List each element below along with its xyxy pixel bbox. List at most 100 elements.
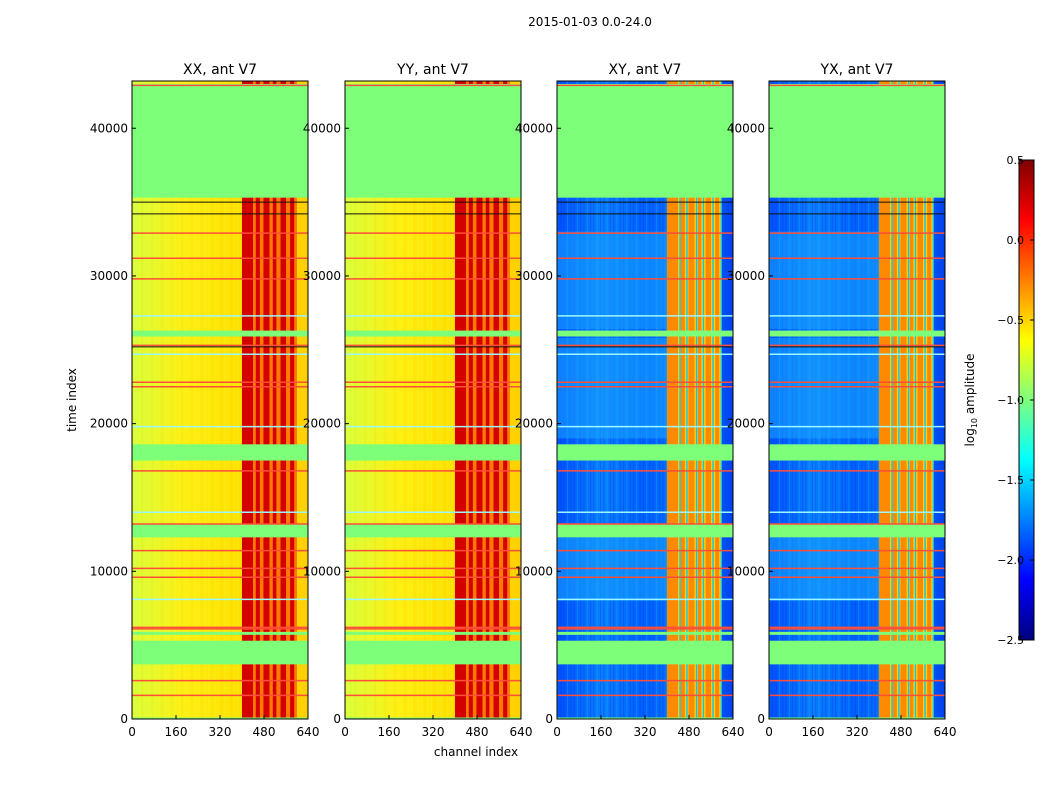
x-axis-label: channel index	[434, 745, 518, 759]
hot-stripe	[715, 81, 720, 719]
gap-stripe	[720, 81, 722, 719]
channel-stripe	[434, 81, 436, 719]
hot-stripe	[455, 81, 466, 719]
channel-stripe	[447, 81, 449, 719]
x-tick-label: 0	[765, 725, 773, 739]
channel-stripe	[158, 81, 160, 719]
heatmap-area	[769, 81, 945, 719]
x-tick-label: 640	[297, 725, 320, 739]
time-band	[769, 337, 879, 439]
y-tick-label: 30000	[90, 269, 128, 283]
no-data-band	[557, 524, 733, 538]
y-tick-label: 40000	[727, 121, 765, 135]
x-tick-label: 0	[553, 725, 561, 739]
channel-stripe	[198, 81, 200, 719]
channel-stripe	[417, 81, 419, 719]
hot-stripe	[909, 81, 914, 719]
x-tick-label: 480	[253, 725, 276, 739]
hot-stripe	[493, 81, 499, 719]
gap-stripe	[686, 81, 688, 719]
panel-title: YX, ant V7	[820, 62, 894, 78]
channel-stripe	[387, 81, 389, 719]
channel-stripe	[361, 81, 363, 719]
x-ticks: 0 160 320 480 640	[341, 715, 532, 739]
y-tick-label: 0	[120, 712, 128, 726]
channel-stripe	[397, 81, 399, 719]
channel-stripe	[151, 81, 153, 719]
hot-stripe	[485, 81, 490, 719]
gap-stripe	[898, 81, 900, 719]
x-tick-label: 480	[466, 725, 489, 739]
y-tick-label: 0	[333, 712, 341, 726]
channel-stripe	[374, 81, 376, 719]
hot-stripe	[879, 81, 890, 719]
channel-stripe	[368, 81, 370, 719]
hot-stripe	[263, 81, 270, 719]
no-data-band	[769, 524, 945, 538]
panel-yx: YX, ant V7 0 160 320 480 640 0 10000 20000 3000…	[727, 62, 957, 739]
channel-stripe	[211, 81, 213, 719]
channel-stripe	[378, 81, 380, 719]
no-data-band	[132, 524, 308, 538]
channel-stripe	[424, 81, 426, 719]
y-ticks: 0 10000 20000 30000 40000	[303, 121, 349, 726]
channel-stripe	[194, 81, 196, 719]
gap-stripe	[907, 81, 910, 719]
channel-stripe	[145, 81, 147, 719]
channel-stripe	[138, 81, 140, 719]
channel-stripe	[132, 81, 134, 719]
gap-stripe	[924, 81, 926, 719]
gap-stripe	[695, 81, 698, 719]
y-tick-label: 0	[545, 712, 553, 726]
y-tick-label: 10000	[727, 564, 765, 578]
y-tick-label: 40000	[515, 121, 553, 135]
figure-suptitle: 2015-01-03 0.0-24.0	[528, 15, 652, 29]
x-tick-label: 640	[510, 725, 533, 739]
gap-stripe	[891, 81, 893, 719]
hot-stripe	[290, 81, 295, 719]
panel-title: XX, ant V7	[183, 62, 257, 78]
channel-stripe	[217, 81, 219, 719]
colorbar-tick-label: −1.0	[997, 394, 1024, 407]
channel-stripe	[404, 81, 406, 719]
hot-stripe	[468, 81, 473, 719]
heatmap-area	[132, 81, 308, 719]
colorbar: 0.5 0.0 −0.5 −1.0 −1.5 −2.0 −2.5 log10 amplitu…	[963, 154, 1035, 647]
channel-stripe	[191, 81, 193, 719]
no-data-band	[132, 640, 308, 665]
channel-stripe	[411, 81, 413, 719]
hot-stripe	[927, 81, 932, 719]
no-data-band	[132, 444, 308, 461]
no-data-band	[345, 330, 521, 337]
channel-stripe	[351, 81, 353, 719]
x-ticks: 0 160 320 480 640	[553, 715, 744, 739]
channel-stripe	[135, 81, 137, 719]
y-tick-label: 30000	[515, 269, 553, 283]
channel-stripe	[440, 81, 442, 719]
channel-stripe	[221, 81, 223, 719]
x-tick-label: 160	[802, 725, 825, 739]
no-data-band	[769, 83, 945, 198]
hot-stripe	[705, 81, 711, 719]
colorbar-tick-label: −1.5	[997, 474, 1024, 487]
y-ticks: 0 10000 20000 30000 40000	[515, 121, 561, 726]
channel-stripe	[354, 81, 356, 719]
channel-stripe	[420, 81, 422, 719]
channel-stripe	[407, 81, 409, 719]
channel-stripe	[231, 81, 233, 719]
channel-stripe	[201, 81, 203, 719]
y-ticks: 0 10000 20000 30000 40000	[90, 121, 136, 726]
panel-xy: XY, ant V7 0 160 320 480 640 0 10000 20000 3000…	[515, 62, 745, 739]
channel-stripe	[450, 81, 452, 719]
no-data-band	[769, 631, 945, 635]
hot-stripe	[697, 81, 702, 719]
channel-stripe	[414, 81, 416, 719]
channel-stripe	[188, 81, 190, 719]
no-data-band	[557, 330, 733, 337]
no-data-band	[132, 330, 308, 337]
y-tick-label: 40000	[303, 121, 341, 135]
no-data-band	[345, 640, 521, 665]
no-data-band	[345, 631, 521, 635]
colorbar-ticks: 0.5 0.0 −0.5 −1.0 −1.5 −2.0 −2.5	[997, 154, 1034, 647]
no-data-band	[345, 524, 521, 538]
